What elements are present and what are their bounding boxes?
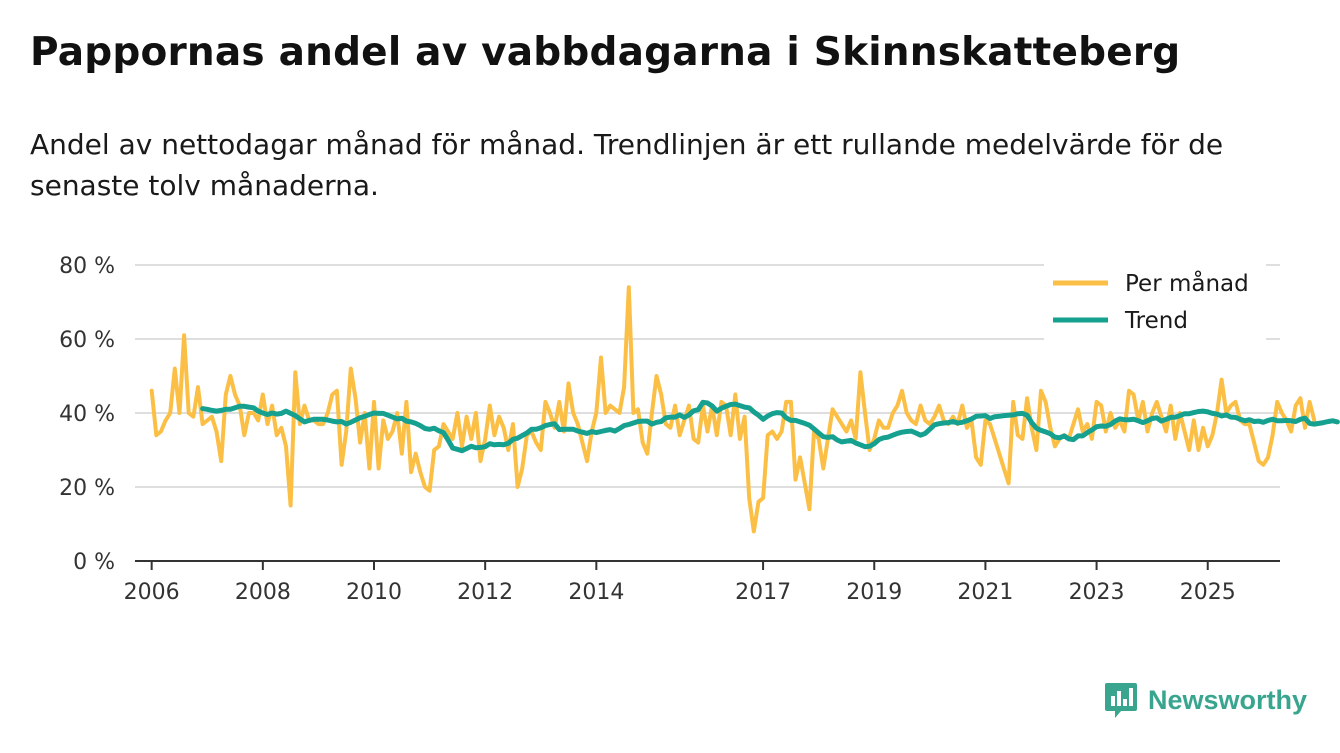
- series-line-trend: [200, 399, 1340, 454]
- newsworthy-logo-icon: [1104, 683, 1137, 718]
- x-tick-label: 2006: [124, 580, 180, 605]
- legend: Per månad Trend: [1044, 264, 1266, 340]
- newsworthy-brand: Newsworthy: [1104, 681, 1307, 719]
- series-lines: [149, 285, 1340, 534]
- brand-name: Newsworthy: [1147, 684, 1307, 715]
- y-tick-label: 40 %: [59, 402, 115, 427]
- y-tick-label: 60 %: [59, 328, 115, 353]
- legend-label-per-manad: Per månad: [1125, 269, 1249, 297]
- x-axis-ticks: 2006 2008 2010 2012 2014 2017 2019 2021 2023 2025: [124, 561, 1236, 605]
- legend-box: [1044, 264, 1266, 340]
- y-tick-label: 80 %: [59, 254, 115, 279]
- legend-label-trend: Trend: [1124, 308, 1188, 334]
- y-tick-label: 20 %: [59, 476, 115, 501]
- x-tick-label: 2025: [1180, 580, 1236, 605]
- x-tick-label: 2010: [346, 580, 402, 605]
- x-tick-label: 2023: [1069, 580, 1125, 605]
- x-tick-label: 2021: [957, 580, 1013, 605]
- y-tick-label: 0 %: [73, 550, 115, 575]
- chart-subtitle: Andel av nettodagar månad för månad. Tre…: [30, 128, 1224, 202]
- x-tick-label: 2017: [735, 580, 791, 605]
- x-tick-label: 2019: [846, 580, 902, 605]
- series-line-per-manad: [149, 285, 1317, 534]
- chart-title: Pappornas andel av vabbdagarna i Skinnsk…: [30, 30, 1181, 75]
- x-tick-label: 2014: [568, 580, 624, 605]
- x-tick-label: 2008: [235, 580, 291, 605]
- y-axis-ticks: 0 % 20 % 40 % 60 % 80 %: [59, 254, 115, 575]
- x-tick-label: 2012: [457, 580, 513, 605]
